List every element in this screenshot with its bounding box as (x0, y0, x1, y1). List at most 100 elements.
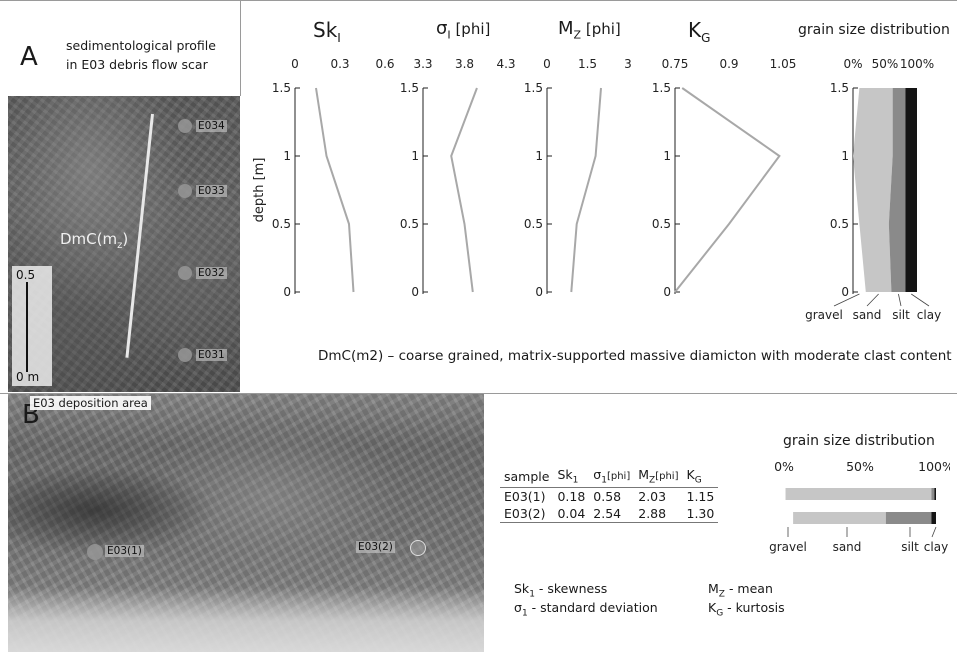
profile-line (125, 113, 154, 358)
panel-a-caption: sedimentological profile in E03 debris f… (66, 38, 216, 72)
sample-label-e03-1: E03(1) (105, 545, 144, 557)
sample-label-e031: E031 (196, 349, 227, 361)
plot-k-g-y-tick-label: 1.5 (652, 81, 671, 95)
panel-separator (0, 393, 957, 394)
plot-sk-i-x-tick-label: 0 (291, 57, 299, 71)
title-sk: SkI (313, 18, 341, 45)
gsd-profile-x-tick-label: 50% (872, 57, 899, 71)
gsd-profile-y-tick-label: 0.5 (830, 217, 849, 231)
gsd-samples-title: grain size distribution (783, 433, 935, 449)
sample-label-e03-2: E03(2) (356, 541, 395, 553)
gsd-profile-x-tick-label: 0% (843, 57, 862, 71)
gsd-profile-sand-area (853, 88, 893, 292)
plot-m-z-x-tick-label: 3 (624, 57, 632, 71)
plot-sk-i-x-tick-label: 0.3 (330, 57, 349, 71)
col-sample: sample (500, 466, 554, 488)
unit-label: DmC(mz) (60, 230, 129, 251)
panel-a-right-border (240, 0, 241, 96)
legend-kg: KG - kurtosis (708, 600, 785, 619)
gsd-samples-x-tick-label: 100% (918, 459, 950, 474)
scale-label-bottom: 0 m (16, 370, 40, 384)
sample-label-e034: E034 (196, 120, 227, 132)
gsd-bar-E032-gravel (784, 512, 794, 524)
gsd-samples-x-tick-label: 0% (774, 459, 794, 474)
col-kg: KG (682, 466, 719, 488)
plot-sigma-i-x-tick-label: 3.3 (413, 57, 432, 71)
gsd-profile-leader (866, 293, 879, 307)
sample-marker-e03-1 (87, 544, 103, 560)
scale-bar (26, 282, 28, 372)
sample-marker-e03-2 (410, 540, 426, 556)
plot-sk-i-line (315, 87, 355, 293)
gsd-bar-E032-silt (885, 512, 932, 524)
gsd-bar-E031-clay (934, 488, 936, 500)
panel-a-label: A (20, 42, 38, 72)
plot-sk-i-y-tick-label: 1 (283, 149, 291, 163)
title-mz: MZ [phi] (558, 18, 621, 42)
gsd-bar-E031-silt (931, 488, 935, 500)
unit-description: DmC(m2) – coarse grained, matrix-support… (318, 348, 952, 364)
gsd-profile-label-silt: silt (892, 308, 910, 322)
sample-table: sample Sk1 σ1[phi] MZ[phi] KG E03(1) 0.1… (500, 466, 719, 523)
gsd-samples-label-silt: silt (901, 540, 919, 554)
sample-marker-e033 (178, 184, 192, 198)
plot-m-z-y-tick-label: 0.5 (524, 217, 543, 231)
gsd-profile-leader (833, 293, 860, 307)
legend-sk: Sk1 - skewness (514, 581, 608, 600)
plot-sigma-i-line (450, 87, 478, 293)
plot-m-z-y-tick-label: 0 (535, 285, 543, 299)
sample-label-e032: E032 (196, 267, 227, 279)
gsd-profile-clay-area (905, 88, 917, 292)
gsd-samples-label-clay: clay (924, 540, 948, 554)
gsd-bar-E032-clay (931, 512, 936, 524)
scale-label-top: 0.5 (16, 268, 36, 282)
plot-k-g-y-tick-label: 1 (663, 149, 671, 163)
gsd-bar-E031-sand (785, 488, 932, 500)
legend-mz: MZ - mean (708, 581, 773, 600)
gsd-profile-y-tick-label: 0 (841, 285, 849, 299)
gsd-sample-bars: 0% 50% 100% gravel sand silt clay (769, 459, 950, 554)
plot-sk-i-y-tick-label: 0.5 (272, 217, 291, 231)
gsd-samples-label-sand: sand (833, 540, 862, 554)
gsd-profile-x-tick-label: 100% (900, 57, 934, 71)
plot-k-g-y-tick-label: 0.5 (652, 217, 671, 231)
panel-a-top-border (0, 0, 957, 1)
plot-sigma-i-x-tick-label: 3.8 (455, 57, 474, 71)
sample-label-e033: E033 (196, 185, 227, 197)
legend-sigma: σ1 - standard deviation (514, 600, 658, 619)
title-gsd: grain size distribution (798, 22, 950, 38)
plot-k-g-x-tick-label: 0.9 (719, 57, 738, 71)
gsd-bar-E031-gravel (784, 488, 786, 500)
gsd-profile-y-tick-label: 1 (841, 149, 849, 163)
title-kg: KG (688, 18, 711, 45)
plot-k-g-line (674, 87, 781, 293)
sample-marker-e034 (178, 119, 192, 133)
sample-marker-e031 (178, 348, 192, 362)
y-axis-label: depth [m] (252, 158, 267, 223)
col-mz: MZ[phi] (634, 466, 683, 488)
plot-m-z-x-tick-label: 1.5 (578, 57, 597, 71)
profile-plots: depth [m] 1.5 1 0.5 0 0 0.3 0.6 1.5 1 0.5 0 3.3 3.8 4.… (252, 57, 941, 322)
gsd-profile-y-tick-label: 1.5 (830, 81, 849, 95)
plot-sigma-i-y-tick-label: 1.5 (400, 81, 419, 95)
gsd-profile-leader (911, 293, 930, 307)
plot-m-z-x-tick-label: 0 (543, 57, 551, 71)
plot-k-g-x-tick-label: 0.75 (662, 57, 689, 71)
gsd-samples-leader (931, 526, 937, 538)
gsd-profile-leader (898, 293, 902, 307)
plot-sk-i-y-tick-label: 0 (283, 285, 291, 299)
profile-photo: DmC(mz) E034 E033 E032 E031 0.5 0 m (8, 96, 240, 392)
plot-sigma-i-y-tick-label: 0 (411, 285, 419, 299)
title-sigma: σI [phi] (436, 18, 491, 42)
sample-marker-e032 (178, 266, 192, 280)
gsd-samples-label-gravel: gravel (769, 540, 807, 554)
col-sk: Sk1 (553, 466, 590, 488)
panel-b-caption: E03 deposition area (30, 396, 151, 410)
gsd-bar-E032-sand (793, 512, 886, 524)
plot-sigma-i-x-tick-label: 4.3 (496, 57, 515, 71)
plot-sigma-i-y-tick-label: 0.5 (400, 217, 419, 231)
plot-sk-i-x-tick-label: 0.6 (375, 57, 394, 71)
gsd-profile-label-sand: sand (853, 308, 882, 322)
gsd-profile-label-gravel: gravel (805, 308, 843, 322)
table-row: E03(2) 0.04 2.54 2.88 1.30 (500, 504, 719, 523)
